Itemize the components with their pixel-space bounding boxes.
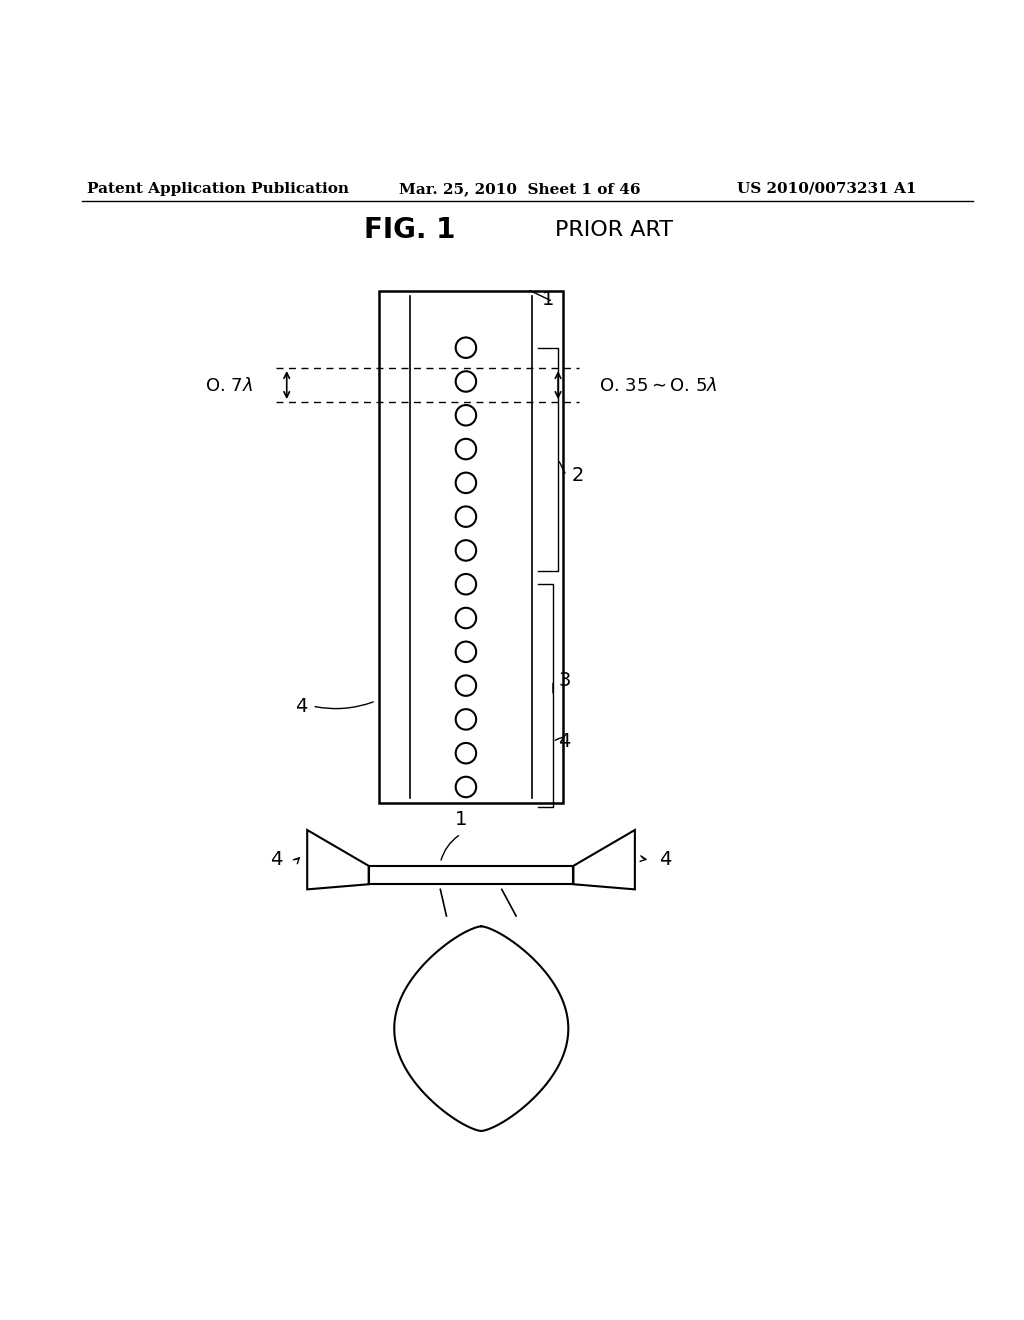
Text: O. $35\sim$O. $5\lambda$: O. $35\sim$O. $5\lambda$ [599, 376, 718, 395]
Polygon shape [307, 830, 369, 890]
Text: 4: 4 [558, 733, 570, 751]
Text: FIG. 1: FIG. 1 [364, 216, 456, 244]
FancyBboxPatch shape [369, 866, 573, 884]
Text: 4: 4 [659, 850, 672, 869]
Text: 4: 4 [295, 697, 307, 715]
Text: 1: 1 [455, 810, 467, 829]
Text: PRIOR ART: PRIOR ART [555, 220, 674, 240]
Text: 1: 1 [542, 290, 554, 309]
Text: 3: 3 [558, 671, 570, 690]
Text: US 2010/0073231 A1: US 2010/0073231 A1 [737, 182, 916, 195]
FancyBboxPatch shape [379, 292, 563, 804]
Polygon shape [573, 830, 635, 890]
Text: 2: 2 [571, 466, 584, 486]
Text: 4: 4 [270, 850, 283, 869]
Text: O. $7\lambda$: O. $7\lambda$ [205, 376, 253, 395]
Text: Mar. 25, 2010  Sheet 1 of 46: Mar. 25, 2010 Sheet 1 of 46 [399, 182, 641, 195]
Text: Patent Application Publication: Patent Application Publication [87, 182, 349, 195]
